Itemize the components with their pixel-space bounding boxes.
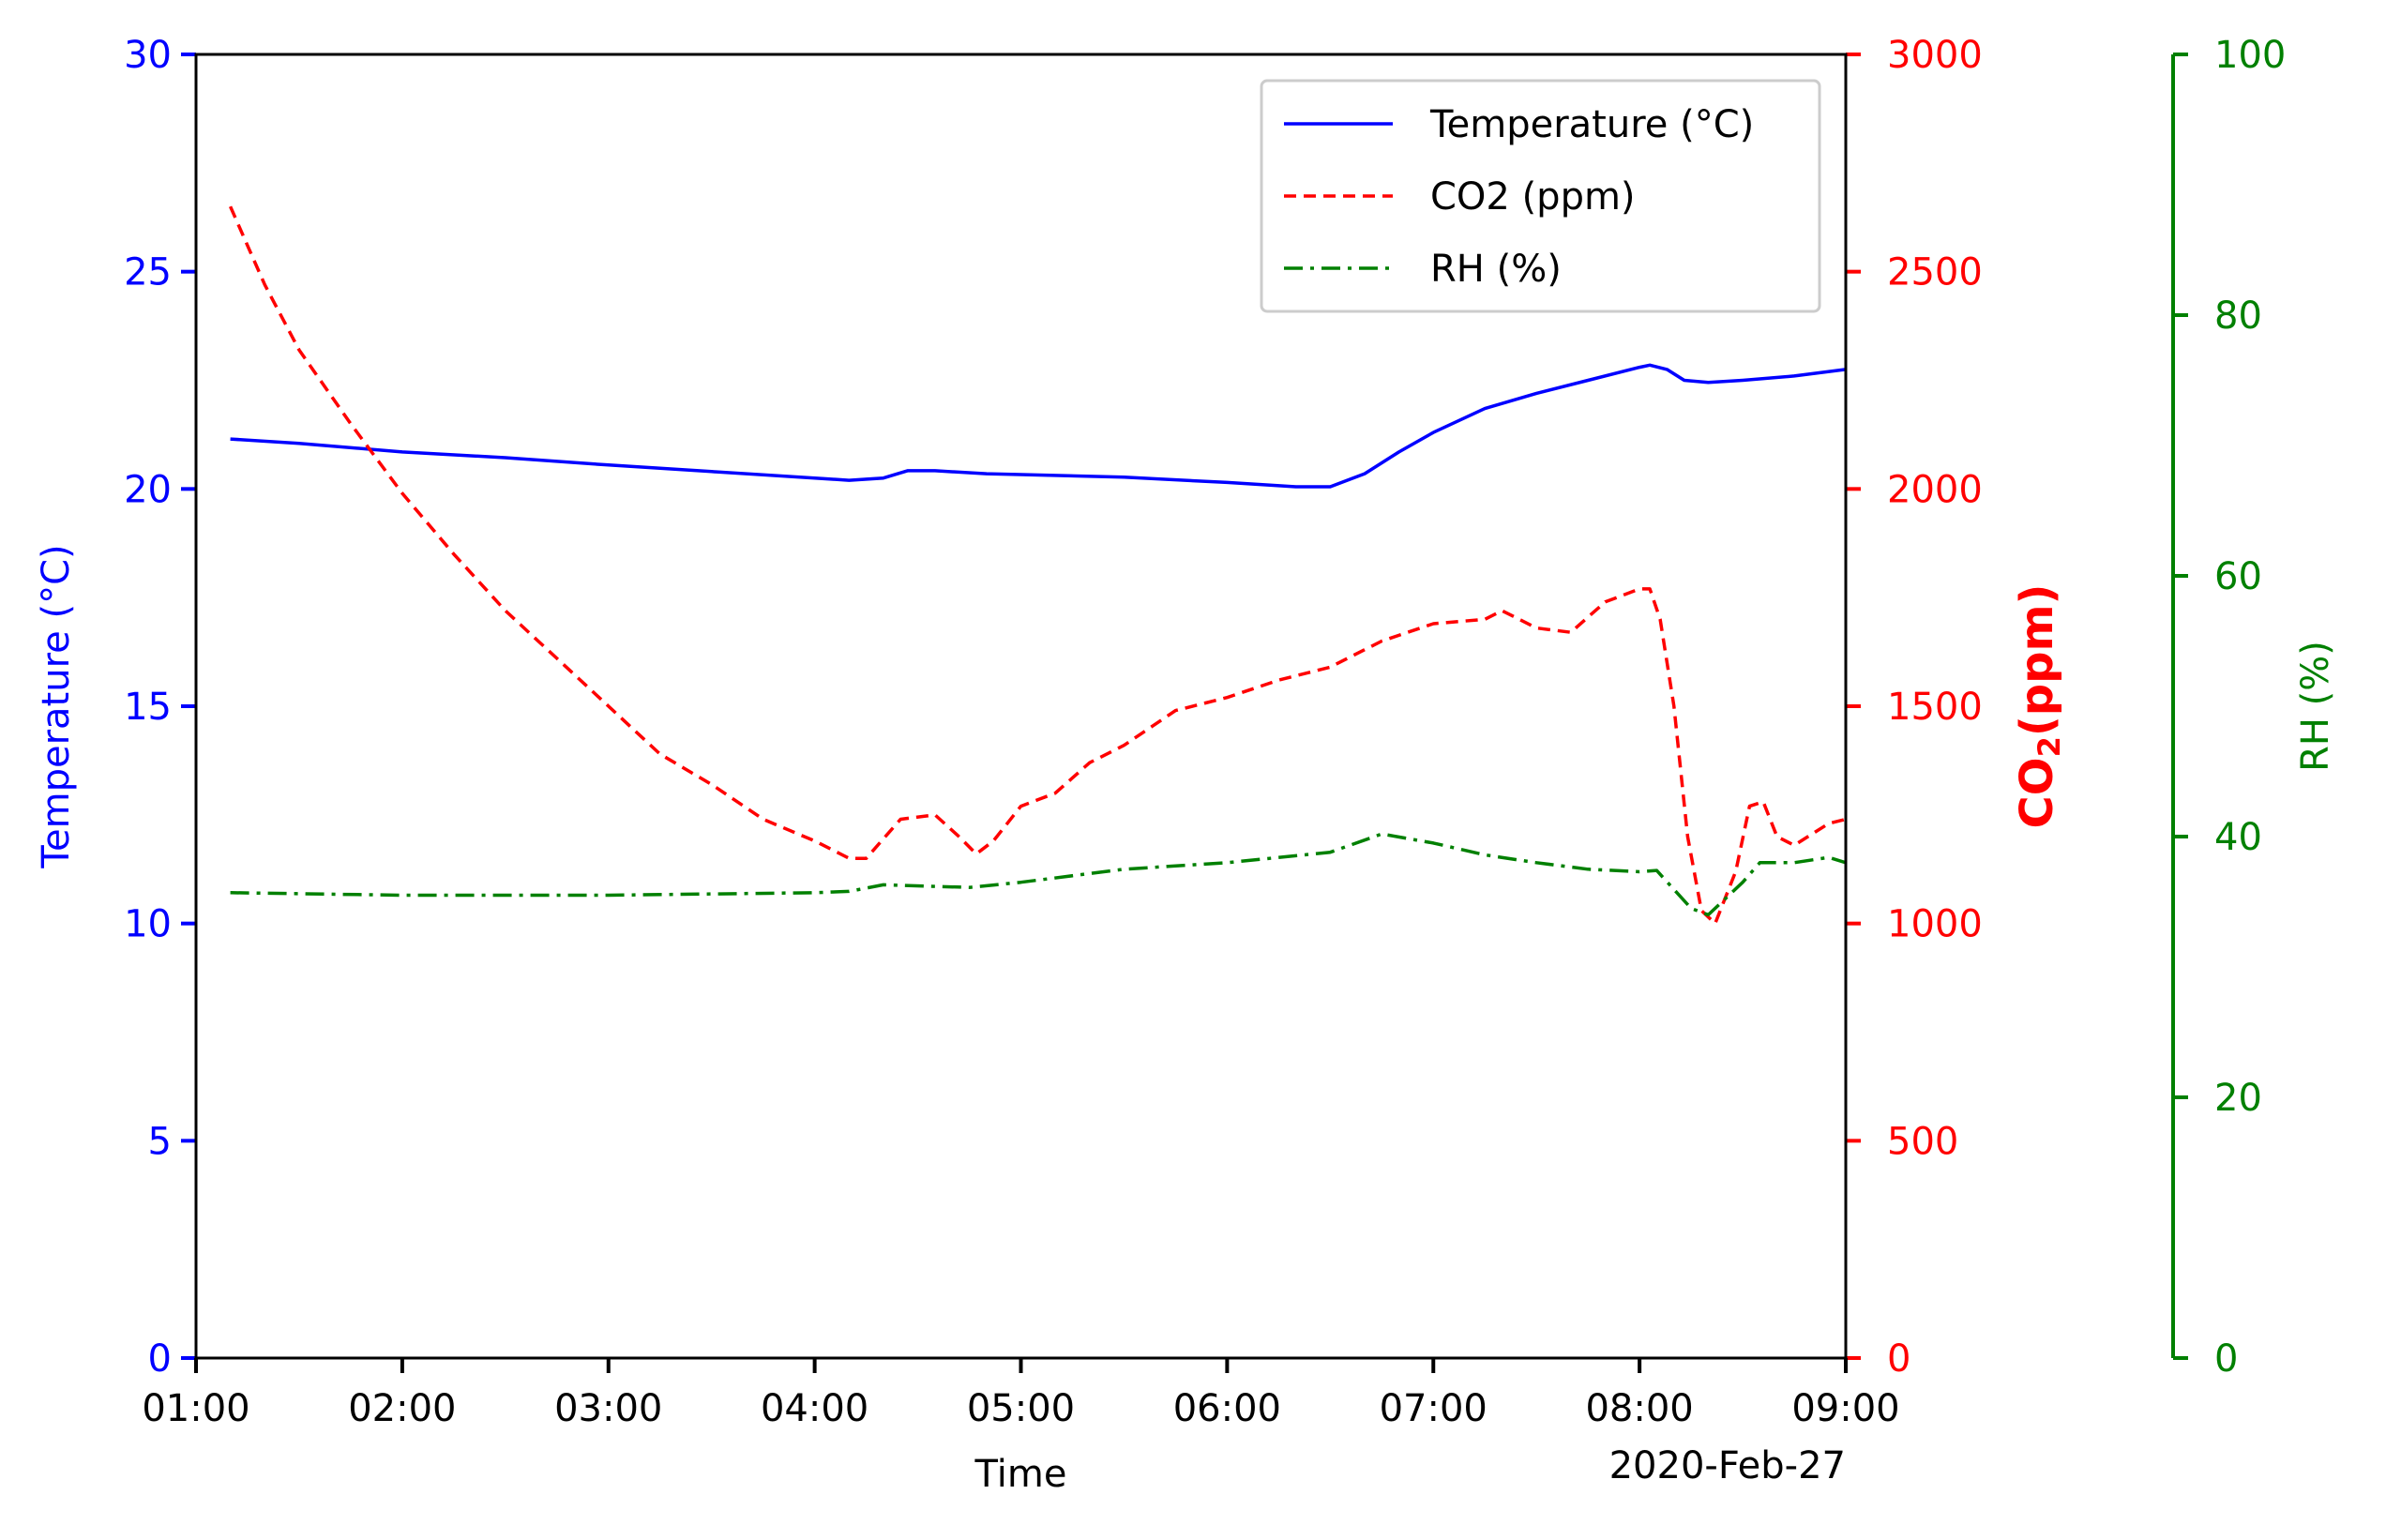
left-axis-label: Temperature (°C) [35,544,78,868]
right-axis-tick-label: 3000 [1887,34,1983,77]
x-axis-tick-label: 04:00 [761,1387,868,1430]
x-axis-tick-label: 09:00 [1791,1387,1899,1430]
x-axis-tick-label: 03:00 [554,1387,662,1430]
left-axis-tick-label: 20 [124,468,172,511]
legend-label: CO2 (ppm) [1430,175,1636,219]
left-axis-tick-label: 15 [124,686,172,729]
left-axis-tick-label: 0 [148,1337,172,1381]
legend-label: Temperature (°C) [1429,103,1754,146]
right-axis-label-unit: (ppm) [2011,584,2063,737]
x-axis-tick-label: 08:00 [1585,1387,1693,1430]
legend-box [1260,79,1821,313]
right-axis-tick-label: 1000 [1887,903,1983,946]
x-axis-tick-label: 01:00 [142,1387,249,1430]
series-line-temperature [230,363,1847,489]
x-axis-offset-label: 2020-Feb-27 [1609,1444,1846,1487]
right-axis-tick-label: 2000 [1887,468,1983,511]
far-right-axis-tick-label: 60 [2214,555,2262,598]
far-right-axis-tick-label: 20 [2214,1077,2262,1120]
series-lines [228,205,1847,926]
x-axis-tick-label: 06:00 [1173,1387,1281,1430]
plot-frame [194,53,1848,1360]
right-axis-tick-label: 500 [1887,1120,1958,1163]
far-right-axis-tick-label: 0 [2214,1337,2238,1381]
x-axis-label: Time [974,1453,1067,1496]
far-right-axis-tick-label: 80 [2214,294,2262,338]
right-axis-tick-label: 0 [1887,1337,1910,1381]
legend: Temperature (°C) CO2 (ppm) RH (%) [1260,79,1821,313]
series-line-rh [230,832,1847,917]
far-right-axis-label: RH (%) [2294,641,2337,772]
x-axis-tick-label: 02:00 [348,1387,456,1430]
legend-label: RH (%) [1430,248,1562,291]
right-axis-label: CO2(ppm) [2011,584,2067,829]
left-axis-tick-label: 5 [148,1120,172,1163]
series-line-co2 [228,205,1847,926]
left-axis-tick-label: 25 [124,251,172,294]
left-axis-tick-label: 30 [124,34,172,77]
right-axis-label-main: CO [2011,757,2063,828]
x-axis-tick-label: 05:00 [967,1387,1075,1430]
right-axis-tick-label: 1500 [1887,686,1983,729]
x-axis-tick-label: 07:00 [1380,1387,1487,1430]
far-right-axis-tick-label: 40 [2214,816,2262,859]
far-right-axis-tick-label: 100 [2214,34,2286,77]
right-axis-tick-label: 2500 [1887,251,1983,294]
right-axis-label-subscript: 2 [2031,736,2067,757]
left-axis-tick-label: 10 [124,903,172,946]
